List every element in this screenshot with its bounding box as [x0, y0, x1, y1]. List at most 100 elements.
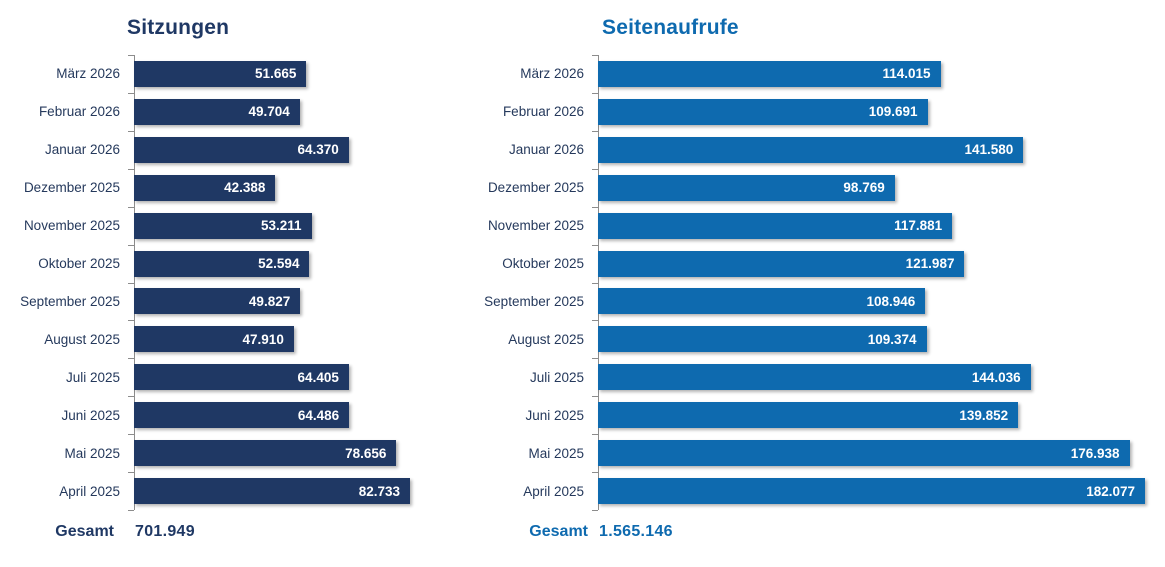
axis-tick [128, 206, 134, 208]
axis-tick [128, 168, 134, 170]
axis-tick [592, 358, 598, 360]
plot-area: 144.036 [598, 364, 1145, 391]
bar: 49.827 [134, 288, 301, 315]
axis-tick [592, 206, 598, 208]
bar-row: August 2025 47.910 [0, 320, 470, 358]
category-label: Mai 2025 [64, 445, 120, 461]
y-axis-line [598, 55, 599, 510]
axis-tick [128, 282, 134, 284]
axis-tick [128, 472, 134, 474]
bar-value-label: 64.370 [297, 142, 339, 158]
axis-tick [592, 168, 598, 170]
category-label: Dezember 2025 [23, 180, 120, 196]
plot-area: 108.946 [598, 288, 1145, 315]
bar-row: August 2025 109.374 [480, 320, 1165, 358]
bar-value-label: 182.077 [1086, 483, 1135, 499]
bar-row: September 2025 108.946 [480, 283, 1165, 321]
bar: 52.594 [134, 250, 310, 277]
bar-value-label: 117.881 [894, 218, 943, 234]
bar: 78.656 [134, 440, 397, 467]
bar-row: April 2025 82.733 [0, 472, 470, 510]
bar-row: März 2026 51.665 [0, 55, 470, 93]
bar: 64.486 [134, 402, 350, 429]
plot-area: 114.015 [598, 60, 1145, 87]
bar-value-label: 109.691 [868, 104, 918, 120]
bar-row: November 2025 117.881 [480, 207, 1165, 245]
bar-row: Mai 2025 78.656 [0, 434, 470, 472]
category-label: Juni 2025 [525, 407, 584, 423]
bar-value-label: 49.827 [248, 293, 291, 309]
axis-tick [592, 510, 598, 511]
bar-value-label: 82.733 [358, 483, 400, 499]
bar-row: Dezember 2025 42.388 [0, 169, 470, 207]
bar-value-label: 98.769 [843, 180, 885, 196]
bar-value-label: 176.938 [1070, 445, 1120, 461]
bar: 82.733 [134, 478, 410, 505]
plot-area: 121.987 [598, 250, 1145, 277]
bar-value-label: 114.015 [882, 66, 931, 82]
bar-value-label: 53.211 [260, 218, 302, 234]
plot-area: 64.405 [134, 364, 410, 391]
plot-area: 53.211 [134, 212, 410, 239]
bar-row: Februar 2026 49.704 [0, 93, 470, 131]
axis-tick [128, 244, 134, 246]
bar-value-label: 64.405 [297, 369, 339, 385]
bar: 141.580 [598, 136, 1024, 163]
axis-tick [128, 92, 134, 94]
total-value: 1.565.146 [599, 523, 673, 540]
bar-value-label: 64.486 [297, 407, 340, 423]
bar: 47.910 [134, 326, 294, 353]
axis-tick [128, 55, 134, 56]
bar: 109.691 [598, 98, 928, 125]
bar: 108.946 [598, 288, 926, 315]
bar: 109.374 [598, 326, 927, 353]
plot-area: 52.594 [134, 250, 410, 277]
bar-row: März 2026 114.015 [480, 55, 1165, 93]
axis-tick [592, 55, 598, 56]
plot-area: 117.881 [598, 212, 1145, 239]
axis-tick [128, 434, 134, 436]
plot-area: 139.852 [598, 402, 1145, 429]
plot-area: 109.374 [598, 326, 1145, 353]
category-label: Februar 2026 [38, 104, 120, 120]
bar: 42.388 [134, 174, 276, 201]
plot-area: 176.938 [598, 440, 1145, 467]
pageviews-chart: Seitenaufrufe März 2026 114.015 Februar 20… [480, 0, 1165, 541]
axis-tick [592, 92, 598, 94]
axis-tick [128, 130, 134, 132]
category-label: April 2025 [523, 483, 584, 499]
bar-value-label: 139.852 [959, 407, 1009, 423]
category-label: Oktober 2025 [38, 256, 120, 272]
pageviews-total-row: Gesamt 1.565.146 [480, 523, 1165, 541]
axis-tick [128, 396, 134, 398]
bar-value-label: 144.036 [971, 369, 1021, 385]
bar: 176.938 [598, 440, 1130, 467]
bar: 139.852 [598, 402, 1019, 429]
chart-title-pageviews: Seitenaufrufe [602, 16, 739, 39]
total-value: 701.949 [135, 523, 195, 540]
chart-title-sessions: Sitzungen [127, 16, 230, 39]
plot-area: 42.388 [134, 174, 410, 201]
bar-row: Juli 2025 64.405 [0, 358, 470, 396]
bar-value-label: 47.910 [242, 331, 284, 347]
bar-row: November 2025 53.211 [0, 207, 470, 245]
bar-value-label: 141.580 [964, 142, 1014, 158]
category-label: Januar 2026 [508, 142, 584, 158]
plot-area: 49.827 [134, 288, 410, 315]
plot-area: 182.077 [598, 478, 1145, 505]
bar: 144.036 [598, 364, 1031, 391]
bar-value-label: 109.374 [867, 331, 917, 347]
bar-row: Dezember 2025 98.769 [480, 169, 1165, 207]
bar-row: Mai 2025 176.938 [480, 434, 1165, 472]
category-label: März 2026 [520, 66, 584, 82]
axis-tick [592, 396, 598, 398]
bar: 53.211 [134, 212, 312, 239]
plot-area: 51.665 [134, 60, 410, 87]
category-label: Januar 2026 [44, 142, 120, 158]
bar: 64.405 [134, 364, 349, 391]
category-label: März 2026 [56, 66, 120, 82]
axis-tick [592, 282, 598, 284]
bar-value-label: 78.656 [345, 445, 387, 461]
bar-value-label: 121.987 [905, 256, 955, 272]
